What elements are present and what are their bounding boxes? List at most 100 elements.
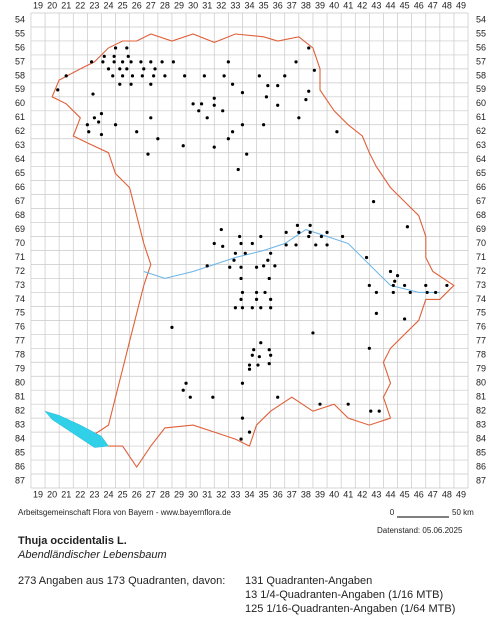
- row-label: 68: [15, 210, 25, 220]
- occurrence-dot: [267, 348, 271, 352]
- occurrence-dot: [250, 306, 254, 310]
- row-label: 71: [15, 252, 25, 262]
- occurrence-dot: [226, 137, 230, 141]
- row-label: 56: [15, 42, 25, 52]
- occurrence-dot: [335, 130, 339, 134]
- date: Datenstand: 05.06.2025: [377, 526, 463, 535]
- grid: 19 19 20 20 21 21 22 22 23 23 24 24 25 25 26 26 27 27 28 28…: [15, 0, 486, 499]
- occurrence-dot: [266, 258, 270, 262]
- column-label: 37: [287, 489, 297, 499]
- occurrence-dot: [311, 331, 315, 335]
- row-label: 72: [15, 266, 25, 276]
- occurrence-dot: [222, 74, 226, 78]
- occurrence-dot: [126, 54, 130, 58]
- column-label: 24: [103, 0, 113, 10]
- occurrence-dot: [374, 290, 378, 295]
- occurrence-dot: [269, 306, 273, 310]
- row-label: 64: [476, 154, 486, 164]
- row-label: 59: [476, 84, 486, 94]
- occurrence-dot: [149, 60, 153, 64]
- occurrence-dot: [56, 88, 60, 92]
- row-label: 60: [15, 98, 25, 108]
- occurrence-dot: [346, 402, 350, 406]
- row-label: 84: [15, 433, 25, 443]
- occurrence-dot: [269, 297, 273, 301]
- occurrence-dot: [239, 297, 243, 301]
- row-label: 68: [476, 210, 486, 220]
- occurrence-dot: [149, 82, 153, 86]
- occurrence-dot: [142, 67, 146, 71]
- occurrence-dot: [294, 60, 298, 64]
- column-label: 34: [244, 489, 254, 499]
- occurrence-dot: [259, 341, 263, 345]
- column-label: 27: [146, 489, 156, 499]
- column-label: 44: [385, 489, 395, 499]
- occurrence-dot: [395, 274, 400, 278]
- occurrence-dot: [152, 74, 156, 78]
- column-label: 24: [103, 489, 113, 499]
- occurrence-dot: [153, 67, 157, 71]
- occurrence-dot: [256, 363, 260, 367]
- row-label: 58: [476, 70, 486, 80]
- row-label: 59: [15, 84, 25, 94]
- occurrences: [56, 46, 449, 441]
- row-label: 70: [476, 238, 486, 248]
- column-label: 34: [244, 0, 254, 10]
- column-label: 29: [174, 489, 184, 499]
- occurrence-dot: [240, 123, 245, 127]
- occurrence-dot: [240, 381, 245, 385]
- row-label: 74: [476, 294, 486, 304]
- row-label: 65: [476, 168, 486, 178]
- occurrence-dot: [284, 230, 288, 234]
- occurrence-dot: [284, 243, 288, 247]
- column-label: 38: [301, 489, 311, 499]
- scale-end: 50 km: [452, 508, 474, 517]
- column-label: 26: [132, 0, 142, 10]
- occurrence-dot: [294, 243, 298, 247]
- row-label: 58: [15, 70, 25, 80]
- occurrence-dot: [257, 355, 261, 359]
- occurrence-dot: [297, 116, 301, 120]
- river: [143, 229, 440, 293]
- row-label: 66: [15, 182, 25, 192]
- occurrence-dot: [125, 67, 129, 71]
- occurrence-dot: [254, 297, 259, 301]
- occurrence-dot: [228, 265, 232, 269]
- occurrence-dot: [264, 95, 269, 99]
- row-label: 73: [15, 280, 25, 290]
- row-label: 57: [476, 56, 486, 66]
- occurrence-dot: [239, 276, 243, 281]
- occurrence-dot: [197, 109, 201, 113]
- occurrence-dot: [170, 325, 174, 329]
- row-label: 63: [15, 140, 25, 150]
- occurrence-dot: [240, 91, 245, 95]
- occurrence-dot: [425, 290, 429, 295]
- occurrence-dot: [262, 264, 266, 268]
- summary-line: 13 1/4-Quadranten-Angaben (1/16 MTB): [245, 589, 443, 601]
- occurrence-dot: [267, 362, 271, 366]
- occurrence-dot: [263, 290, 267, 295]
- occurrence-dot: [307, 234, 311, 239]
- column-label: 31: [202, 489, 212, 499]
- occurrence-dot: [230, 82, 235, 86]
- row-label: 55: [476, 28, 486, 38]
- row-label: 61: [476, 112, 486, 122]
- row-label: 75: [15, 308, 25, 318]
- column-label: 36: [273, 0, 283, 10]
- row-label: 76: [476, 322, 486, 332]
- occurrence-dot: [99, 132, 104, 137]
- occurrence-dot: [106, 67, 111, 71]
- column-label: 23: [89, 489, 99, 499]
- row-label: 69: [15, 224, 25, 234]
- occurrence-dot: [191, 102, 195, 106]
- occurrence-dot: [87, 130, 91, 134]
- occurrence-dot: [205, 264, 209, 268]
- occurrence-dot: [181, 388, 185, 392]
- occurrence-dot: [319, 234, 324, 239]
- column-label: 40: [329, 489, 339, 499]
- occurrence-dot: [247, 367, 252, 371]
- column-label: 49: [456, 0, 466, 10]
- occurrence-dot: [238, 234, 242, 239]
- row-label: 63: [476, 140, 486, 150]
